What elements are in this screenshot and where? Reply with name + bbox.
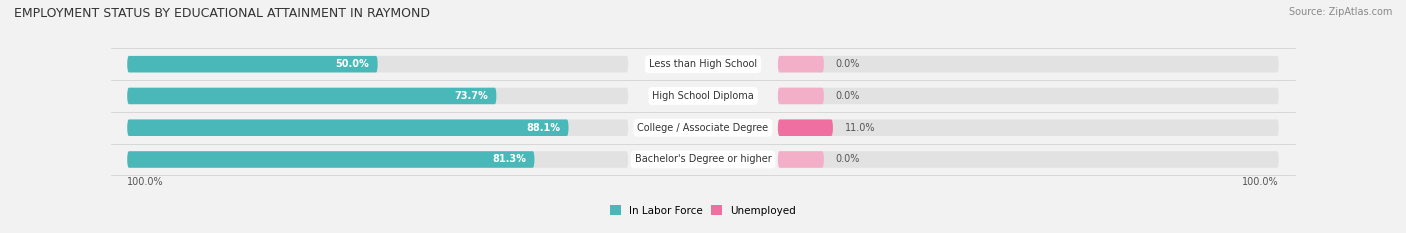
FancyBboxPatch shape [778, 88, 1279, 104]
Text: EMPLOYMENT STATUS BY EDUCATIONAL ATTAINMENT IN RAYMOND: EMPLOYMENT STATUS BY EDUCATIONAL ATTAINM… [14, 7, 430, 20]
FancyBboxPatch shape [127, 151, 628, 168]
Text: 11.0%: 11.0% [845, 123, 875, 133]
Text: 50.0%: 50.0% [335, 59, 368, 69]
Text: Source: ZipAtlas.com: Source: ZipAtlas.com [1288, 7, 1392, 17]
FancyBboxPatch shape [127, 56, 628, 72]
FancyBboxPatch shape [127, 120, 628, 136]
FancyBboxPatch shape [127, 56, 378, 72]
Text: 0.0%: 0.0% [835, 59, 860, 69]
FancyBboxPatch shape [778, 120, 832, 136]
Text: 73.7%: 73.7% [454, 91, 488, 101]
Text: 100.0%: 100.0% [1241, 177, 1279, 187]
Text: 0.0%: 0.0% [835, 154, 860, 164]
FancyBboxPatch shape [778, 56, 824, 72]
Text: 0.0%: 0.0% [835, 91, 860, 101]
FancyBboxPatch shape [778, 56, 1279, 72]
FancyBboxPatch shape [778, 120, 1279, 136]
Text: College / Associate Degree: College / Associate Degree [637, 123, 769, 133]
Legend: In Labor Force, Unemployed: In Labor Force, Unemployed [610, 206, 796, 216]
Text: High School Diploma: High School Diploma [652, 91, 754, 101]
FancyBboxPatch shape [127, 151, 534, 168]
FancyBboxPatch shape [778, 151, 1279, 168]
FancyBboxPatch shape [127, 88, 496, 104]
Text: 100.0%: 100.0% [127, 177, 165, 187]
Text: 88.1%: 88.1% [526, 123, 560, 133]
FancyBboxPatch shape [778, 88, 824, 104]
FancyBboxPatch shape [778, 151, 824, 168]
Text: 81.3%: 81.3% [492, 154, 526, 164]
FancyBboxPatch shape [127, 88, 628, 104]
Text: Less than High School: Less than High School [650, 59, 756, 69]
FancyBboxPatch shape [127, 120, 568, 136]
Text: Bachelor's Degree or higher: Bachelor's Degree or higher [634, 154, 772, 164]
